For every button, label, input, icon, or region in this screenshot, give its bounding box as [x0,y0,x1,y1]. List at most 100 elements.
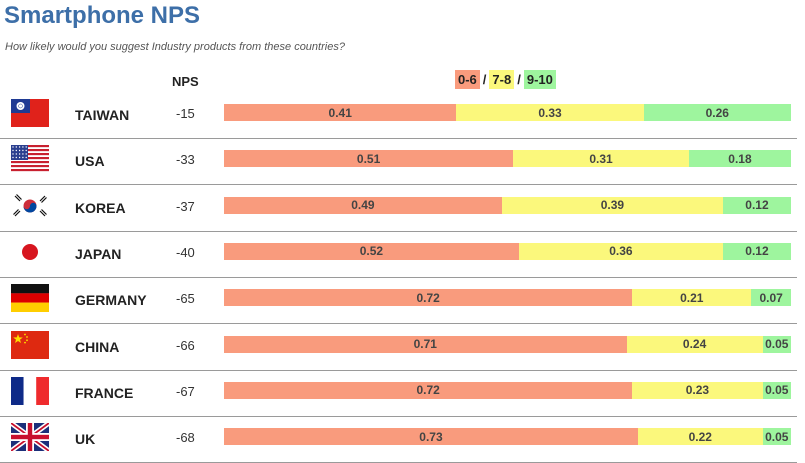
bar-segment-detractors: 0.72 [224,289,633,307]
data-label: 0.33 [538,105,562,120]
data-label: 0.71 [413,337,437,351]
legend: 0-6/7-8/9-10 [455,70,556,89]
stacked-bar: 0.72 0.23 0.05 [224,381,791,399]
stacked-bar: 0.41 0.33 0.26 [224,104,791,121]
data-label: 0.36 [609,244,633,259]
japan-flag-icon [11,237,49,266]
row-divider [0,415,797,417]
bar-segment-detractors: 0.41 [224,104,457,121]
row-divider [0,138,797,139]
legend-separator: / [517,72,521,87]
data-label: 0.49 [351,198,375,213]
row-divider [0,276,797,278]
stacked-bar: 0.73 0.22 0.05 [224,428,791,446]
bar-segment-promoters: 0.05 [762,428,791,446]
legend-item-promoters: 9-10 [523,70,556,89]
stacked-bar: 0.49 0.39 0.12 [224,196,791,214]
nps-value: -40 [176,244,195,260]
chart-title: Smartphone NPS [4,2,201,29]
bar-segment-promoters: 0.07 [751,289,791,307]
data-label: 0.41 [328,105,352,120]
row-divider [0,230,797,232]
country-label: UK [75,431,96,448]
stacked-bar: 0.71 0.24 0.05 [224,335,791,353]
bar-segment-passives: 0.24 [626,335,763,353]
data-label: 0.05 [765,429,789,444]
bar-segment-detractors: 0.51 [224,150,514,168]
data-label: 0.72 [416,290,440,305]
data-label: 0.24 [682,337,707,351]
france-flag-icon [11,376,49,405]
data-label: 0.73 [419,429,443,444]
germany-flag-icon [11,284,49,313]
stacked-bar: 0.51 0.31 0.18 [224,150,791,168]
country-label: CHINA [75,338,120,355]
bar-segment-promoters: 0.12 [722,196,791,214]
data-label: 0.07 [759,290,783,305]
data-label: 0.18 [728,151,752,166]
china-flag-icon [11,330,49,359]
bar-segment-promoters: 0.05 [762,335,791,353]
data-label: 0.51 [356,151,381,166]
nps-column-header: NPS [172,74,199,89]
bar-segment-promoters: 0.12 [722,242,791,260]
country-row: UK -68 0.73 0.22 0.05 [0,417,805,463]
legend-item-detractors: 0-6 [455,70,480,89]
country-row: USA -33 0.51 0.31 0.18 [0,139,805,186]
chart-subtitle: How likely would you suggest Industry pr… [5,41,345,53]
bar-segment-promoters: 0.05 [762,381,791,399]
bar-segment-detractors: 0.73 [224,428,638,446]
data-label: 0.26 [705,105,729,120]
bar-segment-passives: 0.21 [632,289,752,307]
nps-value: -68 [176,430,195,446]
data-label: 0.21 [680,290,704,305]
row-divider [0,323,797,325]
data-label: 0.52 [359,244,384,259]
taiwan-flag-icon [11,99,49,127]
nps-value: -37 [176,198,195,214]
country-label: KOREA [75,199,126,216]
bar-segment-passives: 0.22 [637,428,763,446]
uk-flag-icon [9,421,51,454]
data-label: 0.72 [416,383,440,398]
data-label: 0.22 [688,429,712,444]
country-row: TAIWAN -15 0.41 0.33 0.26 [0,93,805,139]
country-row: CHINA -66 0.71 0.24 0.05 [0,325,805,371]
data-label: 0.12 [745,198,769,213]
nps-value: -67 [176,383,195,399]
country-row: FRANCE -67 0.72 0.23 0.05 [0,371,805,417]
legend-item-passives: 7-8 [489,70,515,89]
legend-separator: / [482,72,487,87]
data-label: 0.31 [589,151,613,166]
country-label: GERMANY [75,292,147,309]
bar-segment-detractors: 0.52 [224,242,519,260]
country-label: JAPAN [75,245,122,262]
data-label: 0.39 [600,198,625,213]
country-label: TAIWAN [75,107,130,123]
bar-segment-promoters: 0.18 [688,150,791,168]
bar-segment-passives: 0.39 [501,196,723,214]
row-divider [0,369,797,371]
bar-segment-passives: 0.36 [518,242,723,260]
usa-flag-icon [11,145,49,174]
data-label: 0.12 [745,244,769,259]
bar-segment-passives: 0.33 [456,104,644,121]
data-label: 0.05 [765,383,789,398]
bar-segment-passives: 0.31 [513,150,689,168]
country-label: USA [75,153,105,170]
country-row: KOREA -37 0.49 0.39 0.12 [0,186,805,232]
stacked-bar: 0.72 0.21 0.07 [224,289,791,307]
row-divider [0,184,797,186]
country-label: FRANCE [75,384,134,401]
nps-value: -15 [176,106,195,121]
data-label: 0.23 [685,383,710,398]
data-label: 0.05 [765,337,789,351]
nps-value: -65 [176,291,195,307]
country-row: GERMANY -65 0.72 0.21 0.07 [0,278,805,325]
bar-segment-promoters: 0.26 [643,104,791,121]
bar-segment-detractors: 0.49 [224,196,502,214]
bar-segment-detractors: 0.72 [224,381,633,399]
bar-segment-detractors: 0.71 [224,335,627,353]
country-row: JAPAN -40 0.52 0.36 0.12 [0,232,805,278]
nps-value: -33 [176,152,195,168]
